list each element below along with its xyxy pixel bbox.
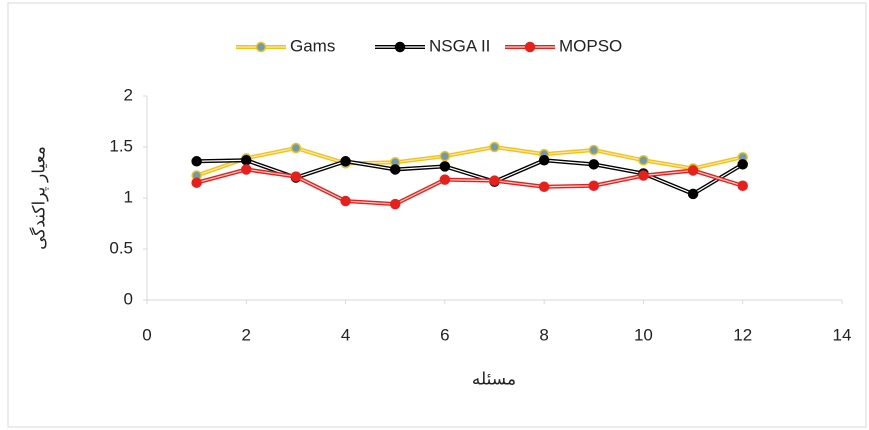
y-tick-label: 2	[124, 85, 133, 104]
point	[538, 155, 550, 166]
point	[290, 142, 302, 154]
point	[241, 155, 252, 166]
point	[191, 177, 202, 188]
point	[489, 175, 500, 186]
x-tick-label: 0	[142, 325, 151, 344]
x-axis-label: مسئله	[472, 369, 516, 388]
point	[737, 180, 748, 192]
x-tick-label: 4	[341, 325, 350, 344]
y-axis-label: معیار پراکندگی	[28, 146, 49, 250]
legend-label: MOPSO	[559, 36, 622, 55]
x-tick-label: 14	[833, 325, 852, 344]
point	[290, 171, 302, 182]
x-tick-label: 2	[242, 325, 251, 344]
legend-label: Gams	[290, 36, 335, 55]
point	[389, 164, 401, 175]
y-tick-label: 0.5	[109, 238, 133, 257]
point	[439, 150, 451, 162]
x-tick-label: 10	[634, 325, 653, 344]
legend-marker	[255, 41, 267, 53]
point	[241, 164, 252, 175]
x-tick-label: 6	[440, 325, 449, 344]
series-line-inner	[196, 168, 743, 205]
point	[191, 156, 202, 167]
point	[340, 156, 351, 167]
point	[737, 159, 748, 170]
point	[340, 195, 351, 207]
y-tick-label: 1.5	[109, 136, 133, 155]
point	[588, 159, 600, 170]
point	[439, 174, 451, 185]
chart-border	[7, 2, 867, 428]
point	[538, 181, 550, 193]
point	[638, 155, 649, 166]
point	[687, 165, 699, 176]
point	[588, 180, 600, 192]
y-tick-label: 0	[124, 289, 133, 308]
point	[489, 141, 500, 153]
legend-marker	[524, 41, 536, 53]
point	[588, 144, 600, 156]
point	[389, 198, 401, 210]
point	[638, 170, 649, 181]
point	[439, 161, 451, 172]
legend-label: NSGA II	[429, 36, 490, 55]
point	[687, 188, 699, 200]
x-tick-label: 8	[539, 325, 548, 344]
x-tick-label: 12	[733, 325, 752, 344]
legend-marker	[394, 41, 406, 53]
series-line-inner	[196, 146, 743, 177]
y-tick-label: 1	[124, 187, 133, 206]
